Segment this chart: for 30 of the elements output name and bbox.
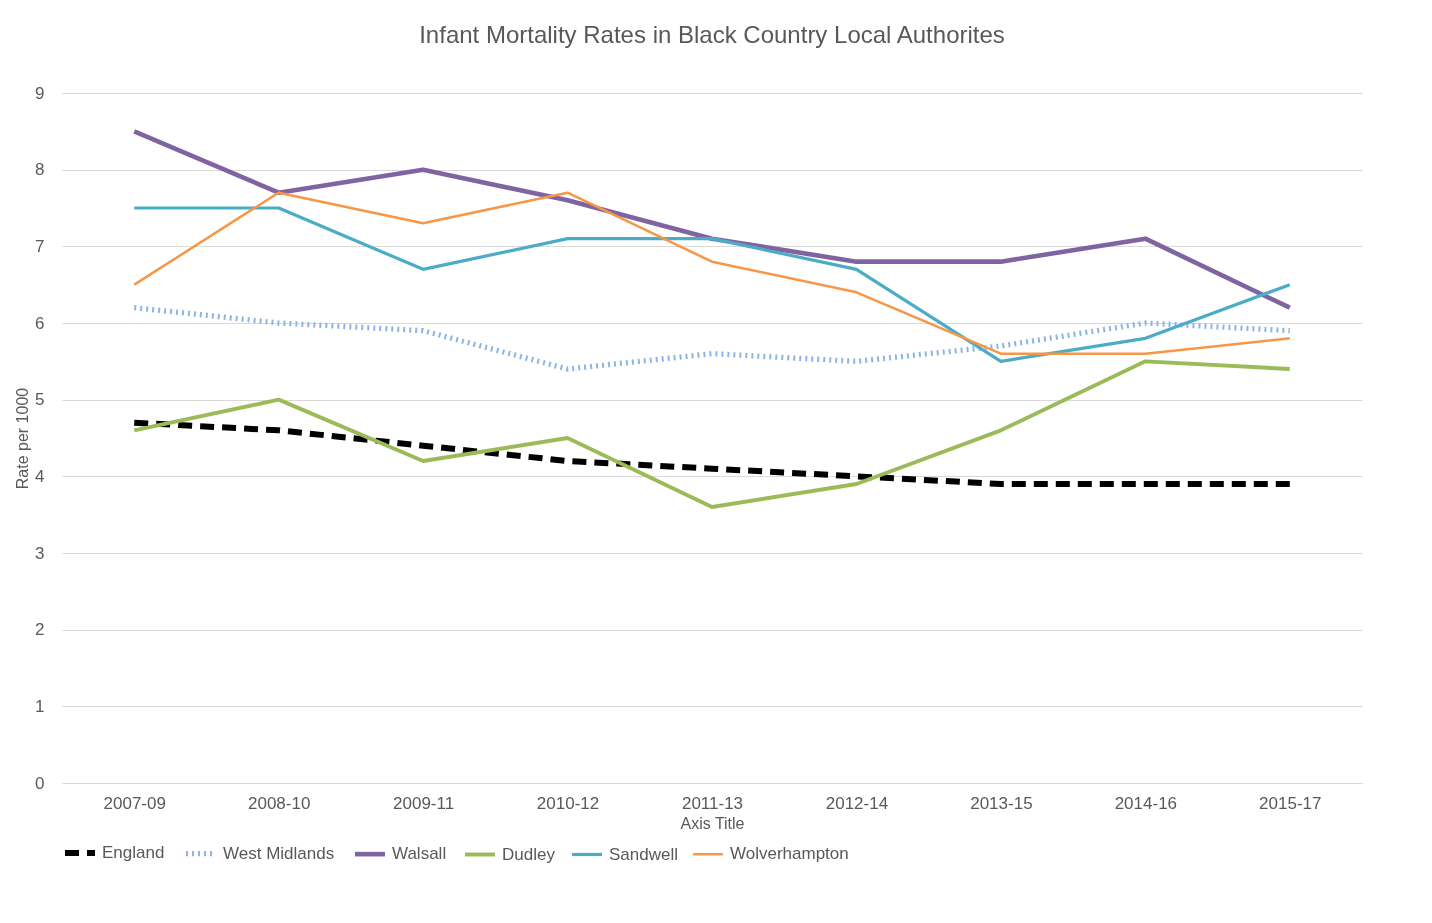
x-tick-label: 2011-13: [681, 793, 744, 813]
legend-label: West Midlands: [223, 843, 335, 863]
y-axis-title: Rate per 1000: [14, 387, 32, 490]
y-tick-label: 9: [35, 83, 45, 103]
y-tick-label: 4: [35, 466, 45, 486]
y-tick-label: 1: [35, 696, 45, 716]
x-tick-label: 2010-12: [536, 793, 600, 813]
x-axis-title: Axis Title: [680, 814, 745, 832]
x-tick-label: 2009-11: [393, 793, 455, 813]
y-tick-label: 5: [35, 390, 45, 410]
y-tick-label: 0: [35, 773, 45, 793]
line-series: [131, 129, 1293, 310]
x-tick-label: 2014-16: [1114, 793, 1178, 813]
legend-label: Dudley: [502, 844, 556, 864]
x-tick-label: 2012-14: [825, 793, 889, 813]
y-tick-label: 3: [35, 543, 45, 563]
y-tick-label: 8: [35, 160, 45, 180]
legend-label: Wolverhampton: [730, 844, 849, 864]
y-tick-label: 2: [35, 620, 45, 640]
legend-label: Sandwell: [609, 844, 678, 864]
chart-title: Infant Mortality Rates in Black Country Local Authorites: [419, 21, 1005, 48]
y-tick-label: 6: [35, 313, 45, 333]
x-tick-label: 2015-17: [1259, 793, 1322, 813]
x-tick-label: 2013-15: [970, 793, 1033, 813]
line-series: [132, 359, 1292, 509]
x-tick-label: 2007-09: [103, 793, 166, 813]
x-tick-label: 2008-10: [247, 793, 311, 813]
y-tick-label: 7: [35, 236, 45, 256]
legend-label: England: [102, 843, 165, 862]
legend-label: Walsall: [392, 844, 447, 864]
